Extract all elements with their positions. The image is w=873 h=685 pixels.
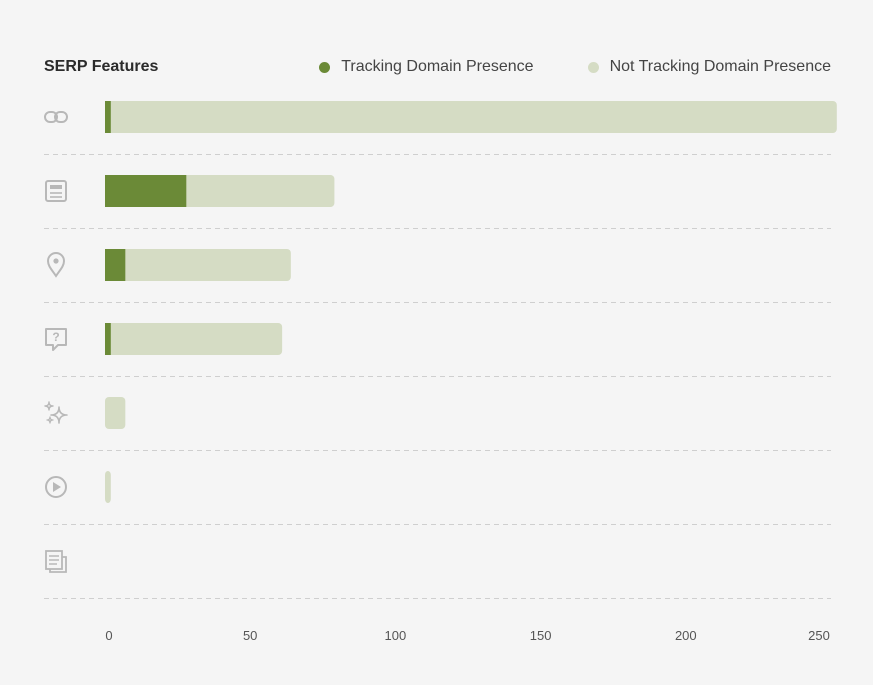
legend-swatch-not-tracking bbox=[587, 61, 599, 73]
bar-not-tracking[interactable] bbox=[105, 397, 126, 429]
bar-not-tracking[interactable] bbox=[105, 323, 283, 355]
legend-item-not-tracking[interactable]: Not Tracking Domain Presence bbox=[587, 58, 831, 76]
chart-title: SERP Features bbox=[44, 58, 159, 75]
bar-tracking[interactable] bbox=[105, 249, 126, 281]
x-tick-label: 250 bbox=[808, 628, 830, 643]
bar-not-tracking[interactable] bbox=[105, 471, 111, 503]
article-icon[interactable] bbox=[45, 180, 67, 202]
news-icon[interactable] bbox=[45, 550, 67, 573]
link-icon[interactable] bbox=[44, 111, 68, 123]
x-tick-label: 100 bbox=[385, 628, 407, 643]
x-tick-label: 150 bbox=[530, 628, 552, 643]
legend: Tracking Domain Presence Not Tracking Do… bbox=[265, 58, 831, 76]
bar-tracking[interactable] bbox=[105, 175, 187, 207]
question-icon[interactable]: ? bbox=[45, 328, 67, 351]
bar-tracking[interactable] bbox=[105, 323, 111, 355]
svg-text:?: ? bbox=[52, 330, 59, 344]
legend-swatch-tracking bbox=[319, 61, 331, 73]
x-tick-label: 200 bbox=[675, 628, 697, 643]
legend-item-tracking[interactable]: Tracking Domain Presence bbox=[319, 58, 534, 76]
bar-not-tracking[interactable] bbox=[105, 101, 837, 133]
bar-tracking[interactable] bbox=[105, 101, 111, 133]
sparkle-icon[interactable] bbox=[44, 401, 68, 424]
x-tick-label: 50 bbox=[243, 628, 257, 643]
video-icon[interactable] bbox=[45, 476, 67, 498]
legend-label-tracking: Tracking Domain Presence bbox=[341, 58, 534, 75]
bar-not-tracking[interactable] bbox=[105, 249, 291, 281]
location-pin-icon[interactable] bbox=[46, 252, 66, 278]
legend-label-not-tracking: Not Tracking Domain Presence bbox=[609, 58, 831, 75]
x-tick-label: 0 bbox=[105, 628, 112, 643]
